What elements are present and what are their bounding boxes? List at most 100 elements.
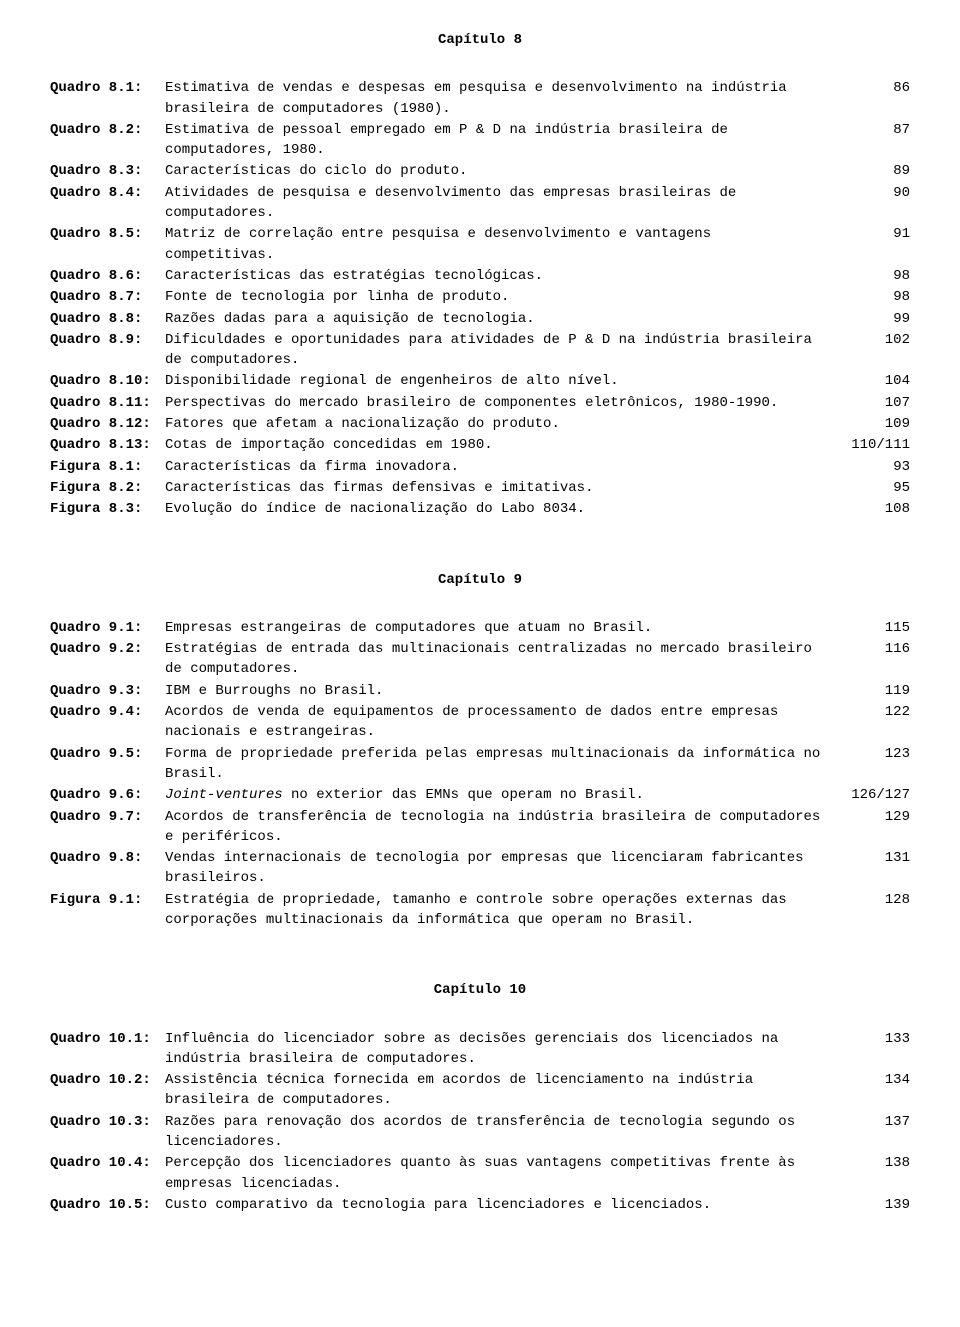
entry-description: Estratégia de propriedade, tamanho e con… <box>165 890 835 931</box>
entry-label: Quadro 9.7: <box>50 807 165 827</box>
entry-description: Cotas de importação concedidas em 1980. <box>165 435 835 455</box>
entry-label: Quadro 8.11: <box>50 393 165 413</box>
entry-description: Características das firmas defensivas e … <box>165 478 835 498</box>
entry-page-number: 90 <box>835 183 910 203</box>
entry-page-number: 138 <box>835 1153 910 1173</box>
entry-page-number: 98 <box>835 287 910 307</box>
list-item: Quadro 10.1:Influência do licenciador so… <box>50 1029 910 1070</box>
entry-description: Percepção dos licenciadores quanto às su… <box>165 1153 835 1194</box>
entry-label: Figura 8.1: <box>50 457 165 477</box>
chapter-heading: Capítulo 10 <box>50 980 910 1000</box>
entry-description: Razões para renovação dos acordos de tra… <box>165 1112 835 1153</box>
entry-description: Perspectivas do mercado brasileiro de co… <box>165 393 835 413</box>
entry-description: Acordos de transferência de tecnologia n… <box>165 807 835 848</box>
entry-description: IBM e Burroughs no Brasil. <box>165 681 835 701</box>
entry-page-number: 110/111 <box>835 435 910 455</box>
entry-label: Quadro 10.3: <box>50 1112 165 1132</box>
entry-label: Quadro 9.4: <box>50 702 165 722</box>
entry-page-number: 98 <box>835 266 910 286</box>
entry-label: Quadro 8.7: <box>50 287 165 307</box>
entry-page-number: 89 <box>835 161 910 181</box>
entry-label: Quadro 9.6: <box>50 785 165 805</box>
entry-label: Quadro 10.2: <box>50 1070 165 1090</box>
entry-label: Quadro 8.8: <box>50 309 165 329</box>
entry-description: Fatores que afetam a nacionalização do p… <box>165 414 835 434</box>
entry-page-number: 137 <box>835 1112 910 1132</box>
list-item: Quadro 9.1:Empresas estrangeiras de comp… <box>50 618 910 638</box>
entry-description: Assistência técnica fornecida em acordos… <box>165 1070 835 1111</box>
entry-page-number: 122 <box>835 702 910 722</box>
entry-page-number: 119 <box>835 681 910 701</box>
entry-description: Disponibilidade regional de engenheiros … <box>165 371 835 391</box>
entry-page-number: 115 <box>835 618 910 638</box>
entry-description: Características do ciclo do produto. <box>165 161 835 181</box>
list-item: Figura 8.1:Características da firma inov… <box>50 457 910 477</box>
entry-page-number: 102 <box>835 330 910 350</box>
list-item: Quadro 9.6:Joint-ventures no exterior da… <box>50 785 910 805</box>
entry-label: Quadro 8.2: <box>50 120 165 140</box>
entry-page-number: 131 <box>835 848 910 868</box>
entry-label: Quadro 10.5: <box>50 1195 165 1215</box>
list-item: Figura 8.2:Características das firmas de… <box>50 478 910 498</box>
entry-page-number: 109 <box>835 414 910 434</box>
entry-description: Características das estratégias tecnológ… <box>165 266 835 286</box>
entry-label: Quadro 9.5: <box>50 744 165 764</box>
entry-description: Dificuldades e oportunidades para ativid… <box>165 330 835 371</box>
entry-description: Custo comparativo da tecnologia para lic… <box>165 1195 835 1215</box>
entry-label: Quadro 8.3: <box>50 161 165 181</box>
entry-description: Fonte de tecnologia por linha de produto… <box>165 287 835 307</box>
entry-label: Quadro 9.3: <box>50 681 165 701</box>
list-item: Figura 8.3:Evolução do índice de naciona… <box>50 499 910 519</box>
entry-description: Estimativa de vendas e despesas em pesqu… <box>165 78 835 119</box>
entry-page-number: 129 <box>835 807 910 827</box>
list-item: Quadro 8.6:Características das estratégi… <box>50 266 910 286</box>
chapter-heading: Capítulo 9 <box>50 570 910 590</box>
list-item: Quadro 8.1:Estimativa de vendas e despes… <box>50 78 910 119</box>
entry-description: Estimativa de pessoal empregado em P & D… <box>165 120 835 161</box>
entry-label: Quadro 9.8: <box>50 848 165 868</box>
entry-description: Razões dadas para a aquisição de tecnolo… <box>165 309 835 329</box>
list-item: Quadro 10.2:Assistência técnica fornecid… <box>50 1070 910 1111</box>
entry-label: Quadro 10.4: <box>50 1153 165 1173</box>
entry-description: Características da firma inovadora. <box>165 457 835 477</box>
entry-description: Atividades de pesquisa e desenvolvimento… <box>165 183 835 224</box>
entry-page-number: 139 <box>835 1195 910 1215</box>
entry-description: Acordos de venda de equipamentos de proc… <box>165 702 835 743</box>
entry-page-number: 123 <box>835 744 910 764</box>
list-item: Quadro 10.4:Percepção dos licenciadores … <box>50 1153 910 1194</box>
entry-label: Quadro 9.2: <box>50 639 165 659</box>
document-page: Capítulo 8Quadro 8.1:Estimativa de venda… <box>50 30 910 1215</box>
entry-description: Forma de propriedade preferida pelas emp… <box>165 744 835 785</box>
entry-description: Estratégias de entrada das multinacionai… <box>165 639 835 680</box>
list-item: Quadro 9.8:Vendas internacionais de tecn… <box>50 848 910 889</box>
list-item: Quadro 8.5:Matriz de correlação entre pe… <box>50 224 910 265</box>
entry-page-number: 95 <box>835 478 910 498</box>
entry-label: Figura 8.2: <box>50 478 165 498</box>
entry-description: Evolução do índice de nacionalização do … <box>165 499 835 519</box>
entry-label: Quadro 8.9: <box>50 330 165 350</box>
entry-label: Figura 9.1: <box>50 890 165 910</box>
entry-label: Quadro 9.1: <box>50 618 165 638</box>
entry-page-number: 133 <box>835 1029 910 1049</box>
entry-label: Quadro 8.4: <box>50 183 165 203</box>
list-item: Quadro 8.7:Fonte de tecnologia por linha… <box>50 287 910 307</box>
list-item: Figura 9.1:Estratégia de propriedade, ta… <box>50 890 910 931</box>
entry-label: Quadro 8.13: <box>50 435 165 455</box>
list-item: Quadro 8.11:Perspectivas do mercado bras… <box>50 393 910 413</box>
chapter-section: Capítulo 9 Quadro 9.1:Empresas estrangeir… <box>50 570 910 931</box>
list-item: Quadro 9.7:Acordos de transferência de t… <box>50 807 910 848</box>
entry-label: Quadro 8.1: <box>50 78 165 98</box>
entry-page-number: 86 <box>835 78 910 98</box>
list-item: Quadro 8.13:Cotas de importação concedid… <box>50 435 910 455</box>
list-item: Quadro 9.2:Estratégias de entrada das mu… <box>50 639 910 680</box>
chapter-section: Capítulo 10 Quadro 10.1:Influência do lic… <box>50 980 910 1215</box>
entry-description: Matriz de correlação entre pesquisa e de… <box>165 224 835 265</box>
entry-description: Joint-ventures no exterior das EMNs que … <box>165 785 835 805</box>
entry-page-number: 104 <box>835 371 910 391</box>
entry-page-number: 126/127 <box>835 785 910 805</box>
entry-description: Vendas internacionais de tecnologia por … <box>165 848 835 889</box>
list-item: Quadro 8.3:Características do ciclo do p… <box>50 161 910 181</box>
entry-page-number: 107 <box>835 393 910 413</box>
list-item: Quadro 10.5:Custo comparativo da tecnolo… <box>50 1195 910 1215</box>
list-item: Quadro 9.3:IBM e Burroughs no Brasil.119 <box>50 681 910 701</box>
